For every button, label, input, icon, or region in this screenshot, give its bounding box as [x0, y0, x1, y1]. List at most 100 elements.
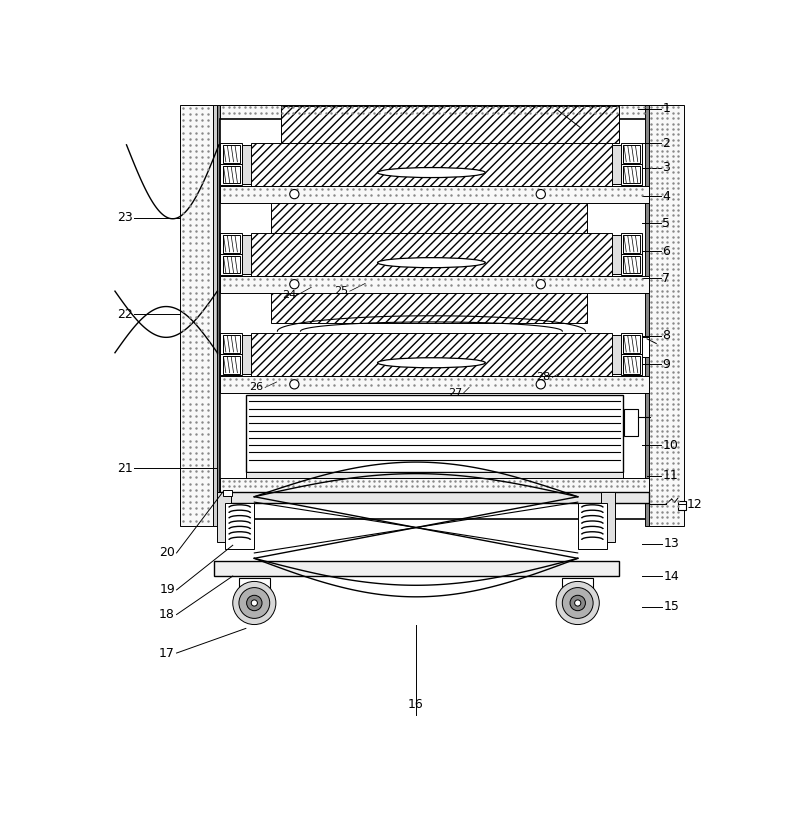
Circle shape [536, 279, 545, 289]
Text: 3: 3 [663, 161, 671, 174]
Ellipse shape [378, 358, 485, 367]
Bar [621, 354, 642, 375]
Bar [623, 165, 640, 183]
Bar [223, 165, 240, 183]
Text: 4: 4 [663, 190, 671, 203]
Bar [623, 145, 640, 163]
Bar [623, 356, 640, 373]
Text: 21: 21 [117, 462, 133, 475]
Bar [221, 376, 649, 393]
Bar [221, 478, 649, 492]
Text: 9: 9 [663, 358, 671, 371]
Text: 12: 12 [687, 498, 703, 511]
Bar [621, 164, 642, 185]
Bar [221, 254, 242, 275]
Bar [221, 334, 242, 354]
Circle shape [556, 581, 599, 625]
Bar [223, 335, 240, 353]
Bar [271, 293, 587, 324]
Circle shape [536, 190, 545, 199]
Bar [577, 503, 607, 549]
Bar [611, 235, 621, 275]
Circle shape [562, 588, 593, 618]
Bar [251, 143, 611, 186]
Bar [221, 104, 649, 118]
Bar [223, 235, 240, 252]
Bar [624, 409, 637, 436]
Circle shape [290, 190, 299, 199]
Bar [221, 233, 242, 254]
Text: 8: 8 [663, 330, 671, 342]
Bar [221, 492, 649, 503]
Text: 23: 23 [117, 211, 133, 224]
Bar [621, 254, 642, 275]
Text: 24: 24 [281, 290, 296, 300]
Text: 14: 14 [664, 570, 680, 583]
Circle shape [290, 279, 299, 289]
Text: 17: 17 [159, 647, 175, 659]
Bar [646, 104, 649, 526]
Text: 28: 28 [537, 372, 551, 382]
Bar [217, 492, 231, 543]
Circle shape [251, 600, 257, 606]
Text: 15: 15 [664, 600, 680, 613]
Bar [621, 233, 642, 254]
Bar [221, 186, 649, 202]
Bar [223, 256, 240, 274]
Bar [281, 106, 620, 143]
Bar [246, 395, 623, 472]
Bar [271, 202, 587, 233]
Bar [213, 561, 619, 576]
Text: 7: 7 [663, 271, 671, 284]
Bar [242, 335, 251, 374]
Text: 26: 26 [250, 382, 264, 392]
Ellipse shape [378, 257, 485, 268]
Circle shape [575, 600, 581, 606]
Bar [601, 492, 615, 543]
Bar [217, 104, 221, 526]
Bar [251, 233, 611, 275]
Bar [242, 235, 251, 275]
Bar [621, 143, 642, 164]
Text: 11: 11 [663, 469, 678, 483]
Bar [562, 579, 593, 591]
Bar [225, 503, 255, 549]
Bar [678, 501, 685, 510]
Bar [221, 354, 242, 375]
Bar [623, 256, 640, 274]
Circle shape [290, 380, 299, 389]
Bar [223, 356, 240, 373]
Circle shape [536, 380, 545, 389]
Text: 1: 1 [663, 102, 671, 115]
Text: 18: 18 [159, 608, 175, 621]
Bar [251, 334, 611, 376]
Circle shape [570, 595, 586, 611]
Bar [281, 106, 620, 143]
Bar [212, 104, 217, 526]
Bar [611, 145, 621, 184]
Bar [611, 335, 621, 374]
Ellipse shape [378, 168, 485, 178]
Text: 6: 6 [663, 245, 671, 257]
Bar [642, 337, 649, 357]
Bar [242, 145, 251, 184]
Bar [221, 275, 649, 293]
Text: 19: 19 [159, 584, 175, 597]
Circle shape [247, 595, 262, 611]
Text: 22: 22 [117, 307, 133, 321]
Text: 20: 20 [159, 547, 175, 560]
Bar [221, 164, 242, 185]
Bar [223, 145, 240, 163]
Bar [623, 335, 640, 353]
Bar [180, 104, 212, 526]
Bar [239, 579, 270, 591]
Text: 2: 2 [663, 136, 671, 150]
Text: 25: 25 [334, 286, 348, 296]
Bar [246, 472, 623, 478]
Circle shape [239, 588, 270, 618]
Text: 27: 27 [448, 388, 462, 398]
Bar [621, 334, 642, 354]
Bar [221, 143, 242, 164]
Bar [623, 235, 640, 252]
Bar [221, 118, 649, 519]
